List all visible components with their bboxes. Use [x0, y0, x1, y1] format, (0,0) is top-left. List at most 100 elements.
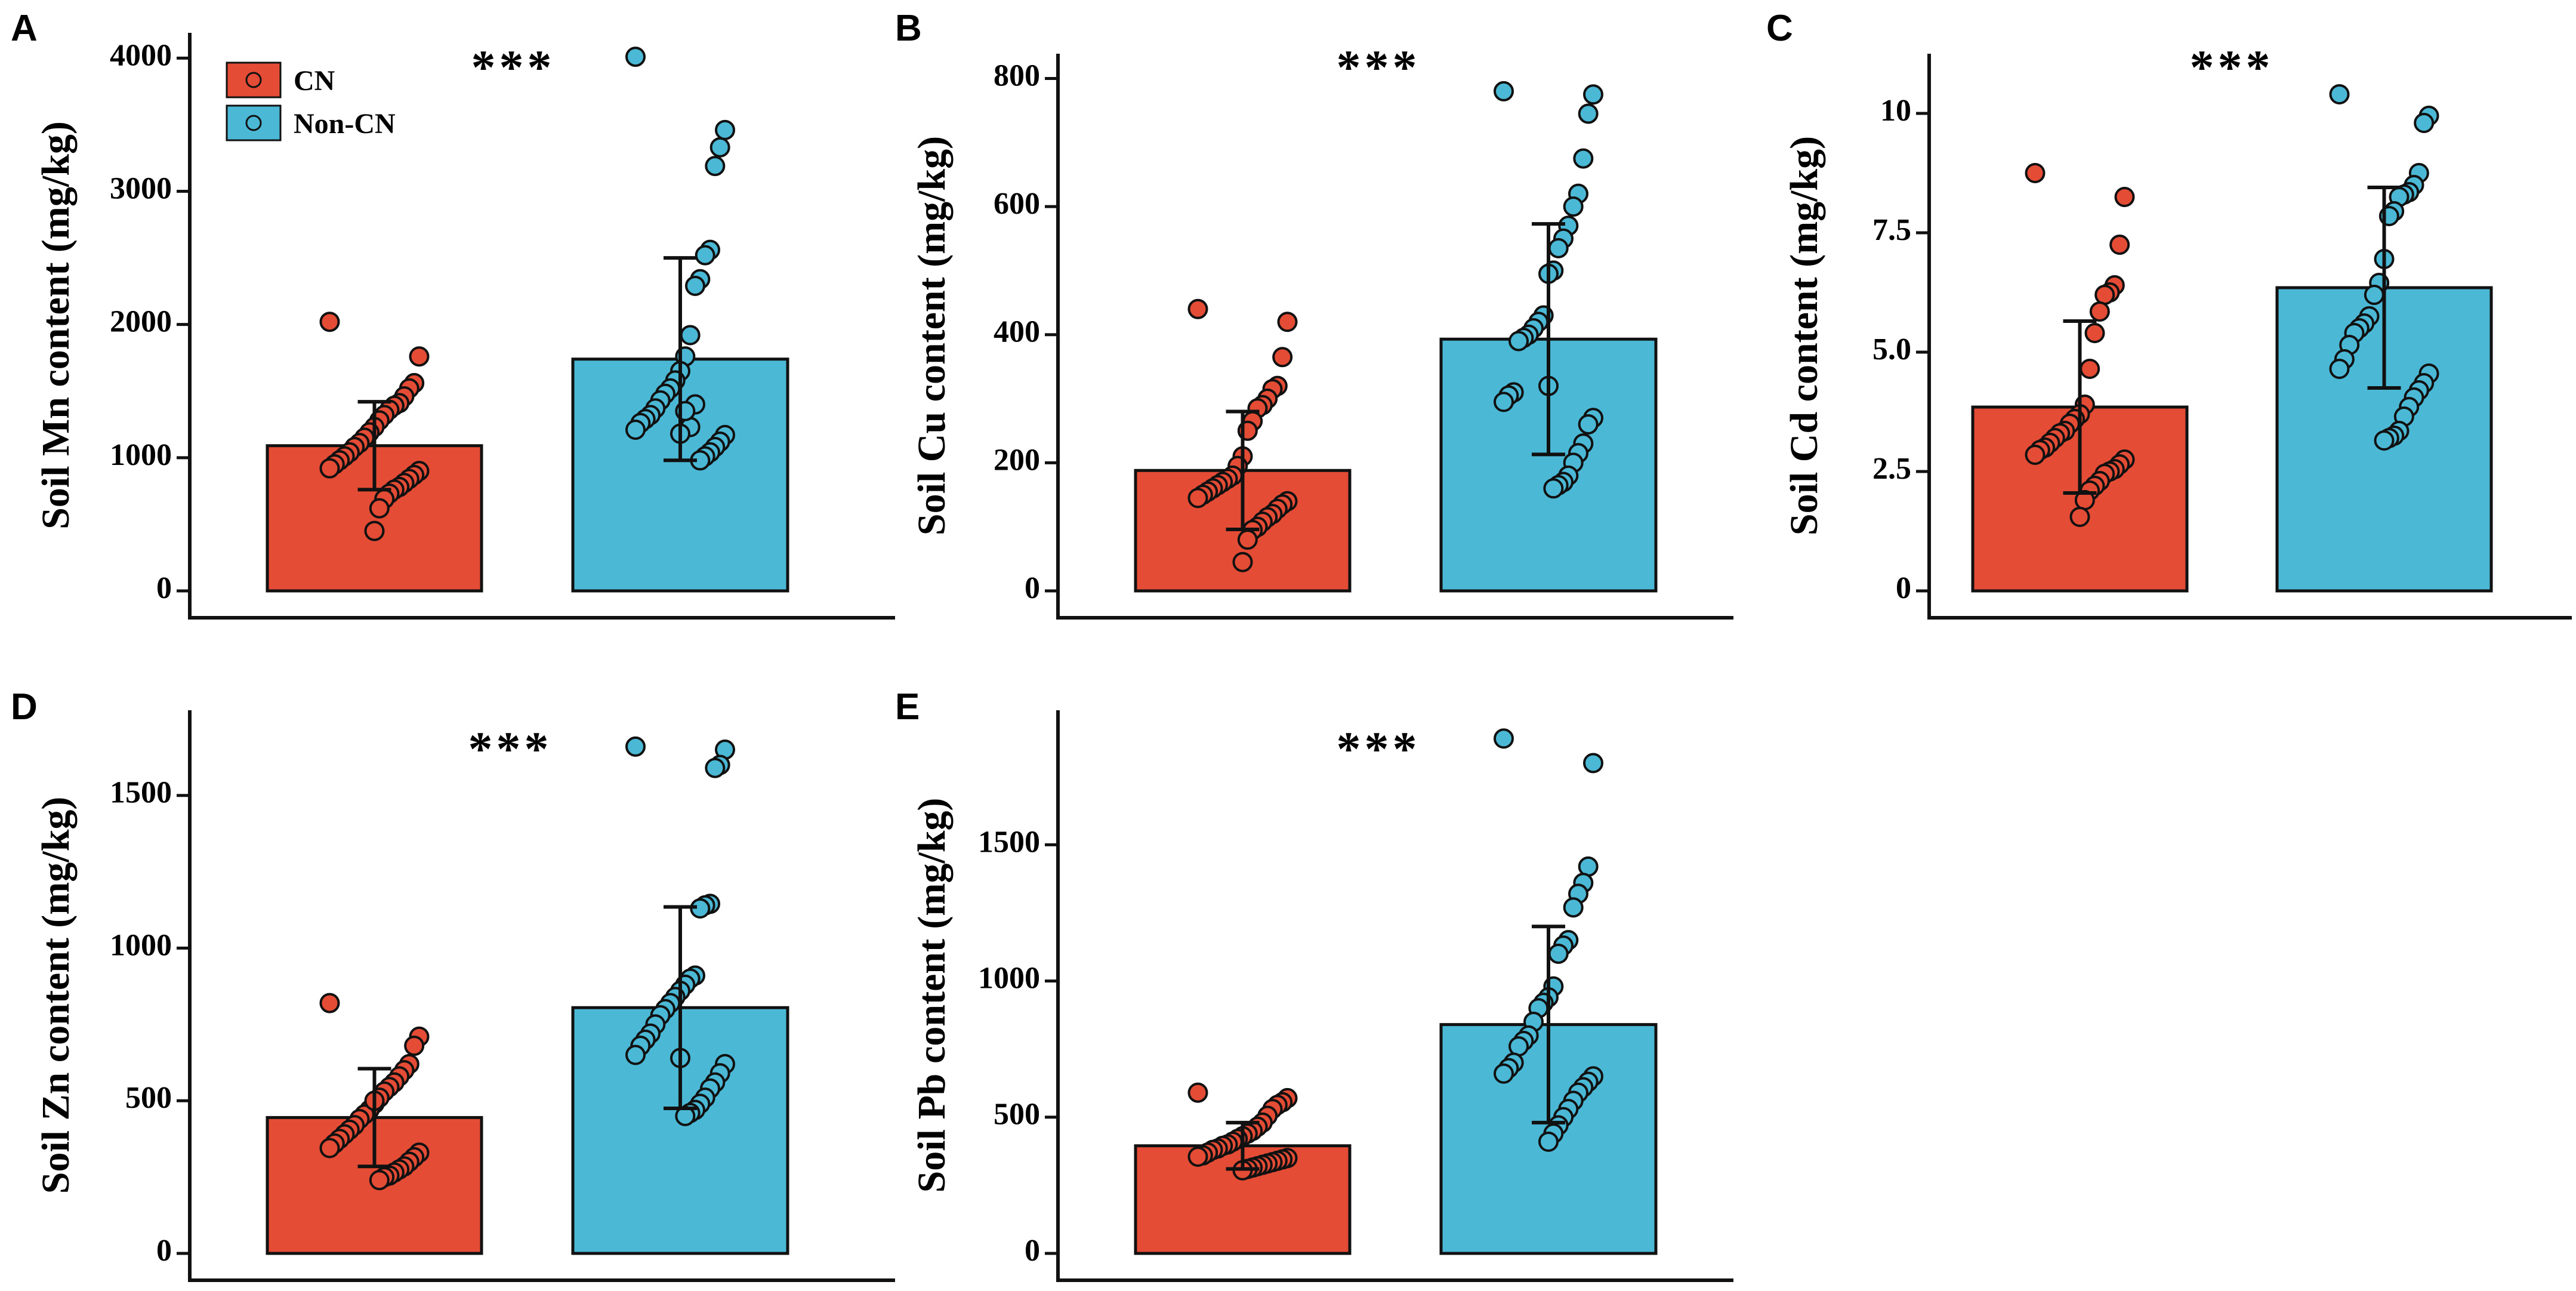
data-point-cn: [319, 993, 340, 1013]
data-point-cn: [2094, 285, 2115, 305]
data-point-non-cn: [1578, 103, 1599, 124]
data-point-cn: [1187, 488, 1208, 509]
data-point-cn: [1187, 1146, 1208, 1167]
data-point-non-cn: [1548, 943, 1569, 964]
y-axis-title: Soil Pb content (mg/kg): [910, 798, 954, 1193]
y-tick-label: 1000: [110, 928, 172, 962]
data-point-cn: [2080, 359, 2100, 379]
data-point-cn: [1277, 312, 1298, 332]
data-point-non-cn: [1563, 196, 1584, 217]
y-axis-title: Soil Mn content (mg/kg): [34, 121, 78, 529]
data-point-non-cn: [1583, 753, 1603, 774]
panel-letter: C: [1766, 8, 1793, 49]
y-tick-label: 0: [156, 571, 172, 605]
legend-label: Non-CN: [294, 108, 396, 140]
y-tick-label: 200: [994, 443, 1040, 477]
data-point-non-cn: [1578, 856, 1599, 877]
legend-marker: [245, 115, 262, 131]
data-point-non-cn: [680, 325, 701, 346]
data-point-non-cn: [715, 119, 735, 140]
significance-label: ***: [1337, 722, 1421, 776]
data-point-non-cn: [1508, 1036, 1529, 1057]
data-point-non-cn: [1508, 331, 1529, 352]
data-point-non-cn: [1543, 478, 1564, 499]
data-point-cn: [1232, 551, 1253, 572]
data-point-non-cn: [1583, 84, 1603, 105]
data-point-cn: [2114, 187, 2135, 207]
data-point-non-cn: [2329, 84, 2350, 104]
data-point-cn: [369, 1170, 390, 1191]
y-axis-title: Soil Zn content (mg/kg): [34, 797, 78, 1194]
y-tick-label: 0: [1025, 1234, 1040, 1268]
y-tick-label: 10: [1880, 94, 1911, 128]
data-point-non-cn: [705, 757, 726, 778]
y-tick-label: 4000: [110, 38, 172, 72]
y-tick-label: 500: [125, 1081, 172, 1115]
panel-d: D Soil Zn content (mg/kg) 0 500 1000 1500 ***: [11, 686, 895, 1282]
data-point-non-cn: [1563, 897, 1584, 918]
data-point-cn: [319, 458, 340, 479]
panel-letter: A: [11, 8, 38, 49]
data-point-non-cn: [1494, 1063, 1514, 1084]
data-point-non-cn: [625, 1044, 646, 1065]
significance-label: ***: [471, 40, 556, 94]
y-tick-label: 1000: [110, 438, 172, 472]
y-tick-label: 1500: [110, 776, 172, 810]
legend-marker: [245, 72, 262, 88]
y-tick-label: 2000: [110, 305, 172, 339]
y-tick-label: 7.5: [1872, 213, 1911, 247]
data-point-cn: [1187, 298, 1208, 319]
data-point-cn: [319, 1138, 340, 1158]
data-point-non-cn: [2414, 113, 2435, 133]
data-point-cn: [2069, 507, 2090, 527]
y-tick-label: 3000: [110, 171, 172, 205]
panel-letter: E: [895, 686, 920, 728]
panel-b: B Soil Cu content (mg/kg) 0 200 400 600 800 ***: [895, 8, 1733, 620]
y-axis-title: Soil Cu content (mg/kg): [910, 136, 954, 535]
data-point-non-cn: [1578, 414, 1599, 435]
data-point-non-cn: [625, 419, 646, 440]
data-point-non-cn: [1494, 392, 1514, 412]
data-point-cn: [2025, 163, 2046, 183]
data-point-cn: [2084, 323, 2105, 343]
data-point-non-cn: [705, 156, 726, 177]
data-point-cn: [404, 1036, 425, 1056]
y-tick-label: 0: [156, 1234, 172, 1268]
data-point-cn: [1237, 529, 1258, 550]
data-point-non-cn: [1573, 148, 1594, 169]
data-point-cn: [2089, 301, 2110, 322]
y-tick-label: 400: [994, 315, 1040, 349]
data-point-cn: [369, 498, 390, 519]
data-point-non-cn: [695, 245, 715, 266]
data-point-non-cn: [625, 736, 646, 757]
y-tick-label: 600: [994, 187, 1040, 221]
data-point-non-cn: [1494, 728, 1514, 749]
y-tick-label: 500: [994, 1098, 1040, 1132]
y-tick-label: 0: [1896, 571, 1911, 605]
significance-label: ***: [468, 722, 553, 776]
data-point-cn: [1272, 347, 1293, 368]
data-point-non-cn: [1538, 1131, 1559, 1152]
data-point-non-cn: [709, 137, 730, 158]
data-point-cn: [319, 312, 340, 332]
panel-letter: D: [11, 686, 38, 728]
panel-c: C Soil Cd content (mg/kg) 0 2.5 5.0 7.5 10 ***: [1766, 8, 2572, 620]
data-point-non-cn: [625, 47, 646, 67]
data-point-non-cn: [2374, 430, 2395, 451]
y-tick-label: 0: [1025, 571, 1040, 605]
legend-label: CN: [294, 65, 335, 97]
y-tick-label: 5.0: [1872, 332, 1911, 366]
data-point-cn: [409, 346, 430, 367]
data-point-cn: [2025, 445, 2046, 465]
y-tick-label: 1000: [978, 962, 1040, 996]
data-point-non-cn: [1548, 238, 1569, 258]
y-axis-title: Soil Cd content (mg/kg): [1782, 136, 1826, 535]
data-point-non-cn: [2329, 359, 2350, 379]
y-tick-label: 800: [994, 58, 1040, 93]
data-point-non-cn: [2364, 285, 2384, 305]
legend: CN Non-CN: [226, 61, 396, 141]
significance-label: ***: [1337, 40, 1421, 94]
panel-letter: B: [895, 8, 922, 49]
